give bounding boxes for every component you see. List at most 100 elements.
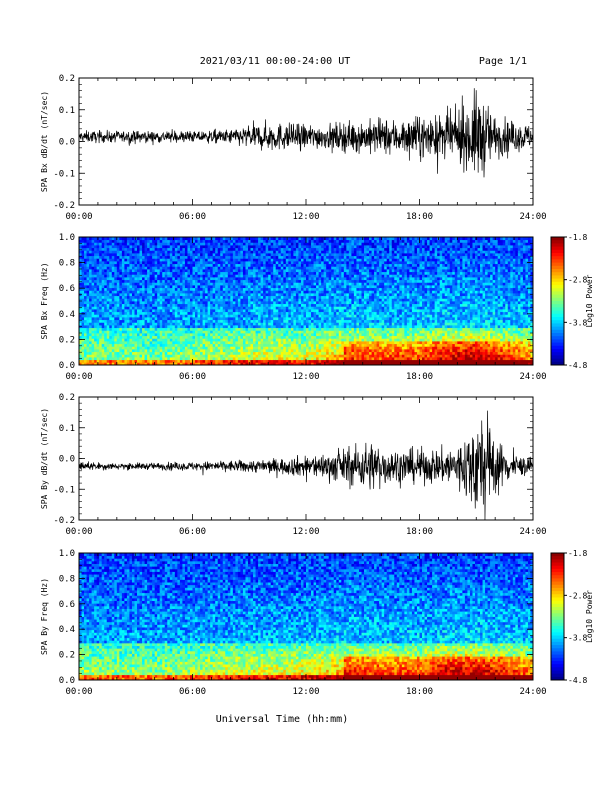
spectrogram-cell: [285, 253, 289, 257]
spectrogram-cell: [81, 303, 85, 307]
spectrogram-cell: [265, 282, 269, 286]
spectrogram-cell: [270, 255, 274, 259]
spectrogram-cell: [230, 338, 234, 342]
spectrogram-cell: [179, 306, 183, 310]
spectrogram-cell: [121, 271, 125, 275]
spectrogram-cell: [99, 271, 103, 275]
spectrogram-cell: [126, 309, 130, 313]
spectrogram-cell: [328, 319, 332, 323]
spectrogram-cell: [124, 349, 128, 353]
spectrogram-cell: [316, 287, 320, 291]
spectrogram-cell: [126, 335, 130, 339]
spectrogram-cell: [295, 341, 299, 345]
spectrogram-cell: [270, 250, 274, 254]
spectrogram-cell: [293, 349, 297, 353]
spectrogram-cell: [207, 333, 211, 337]
spectrogram-cell: [311, 242, 314, 246]
spectrogram-cell: [323, 335, 327, 339]
spectrogram-cell: [268, 359, 272, 363]
spectrogram-cell: [247, 325, 251, 329]
spectrogram-cell: [333, 357, 337, 361]
spectrogram-cell: [187, 258, 191, 262]
spectrogram-cell: [207, 311, 211, 315]
spectrogram-cell: [328, 263, 332, 267]
spectrogram-cell: [152, 282, 156, 286]
spectrogram-cell: [258, 354, 261, 358]
spectrogram-cell: [86, 306, 90, 310]
spectrogram-cell: [84, 245, 87, 249]
spectrogram-cell: [247, 309, 251, 313]
spectrogram-cell: [154, 245, 158, 249]
spectrogram-cell: [288, 293, 292, 297]
spectrogram-cell: [131, 282, 135, 286]
spectrogram-cell: [179, 333, 183, 337]
spectrogram-cell: [298, 341, 302, 345]
spectrogram-cell: [235, 237, 239, 241]
spectrogram-cell: [290, 319, 294, 323]
spectrogram-cell: [280, 351, 284, 355]
spectrogram-cell: [293, 287, 297, 291]
spectrogram-cell: [137, 327, 140, 331]
spectrogram-cell: [81, 269, 85, 273]
spectrogram-cell: [288, 354, 292, 358]
spectrogram-cell: [245, 317, 249, 321]
spectrogram-cell: [142, 274, 145, 278]
spectrogram-cell: [114, 362, 118, 366]
spectrogram-cell: [333, 319, 337, 323]
spectrogram-cell: [104, 309, 108, 313]
spectrogram-cell: [210, 338, 214, 342]
spectrogram-cell: [232, 237, 236, 241]
spectrogram-cell: [205, 333, 209, 337]
spectrogram-cell: [99, 290, 103, 294]
spectrogram-cell: [172, 314, 176, 318]
spectrogram-cell: [104, 325, 108, 329]
spectrogram-cell: [225, 269, 229, 273]
spectrogram-cell: [139, 309, 143, 313]
spectrogram-cell: [331, 295, 335, 299]
spectrogram-cell: [210, 239, 214, 243]
spectrogram-cell: [121, 306, 125, 310]
spectrogram-cell: [212, 271, 216, 275]
spectrogram-cell: [164, 242, 168, 246]
spectrogram-cell: [86, 357, 90, 361]
spectrogram-cell: [184, 335, 188, 339]
spectrogram-cell: [326, 269, 330, 273]
spectrogram-cell: [253, 330, 256, 334]
spectrogram-cell: [331, 354, 335, 358]
spectrogram-cell: [159, 330, 163, 334]
spectrogram-cell: [192, 245, 196, 249]
spectrogram-cell: [217, 301, 221, 305]
spectrogram-cell: [333, 317, 337, 321]
spectrogram-cell: [101, 237, 105, 241]
spectrogram-cell: [220, 359, 224, 363]
spectrogram-cell: [242, 343, 246, 347]
spectrogram-cell: [235, 354, 239, 358]
spectrogram-cell: [131, 266, 135, 270]
spectrogram-cell: [131, 253, 135, 257]
spectrogram-cell: [217, 335, 221, 339]
spectrogram-cell: [207, 295, 211, 299]
spectrogram-cell: [268, 357, 272, 361]
spectrogram-cell: [217, 247, 221, 251]
spectrogram-cell: [227, 338, 231, 342]
spectrogram-cell: [308, 269, 312, 273]
spectrogram-cell: [116, 343, 120, 347]
spectrogram-cell: [167, 266, 171, 270]
spectrogram-cell: [162, 351, 166, 355]
spectrogram-cell: [134, 261, 138, 265]
spectrogram-cell: [288, 269, 292, 273]
spectrogram-cell: [260, 362, 264, 366]
spectrogram-cell: [152, 341, 156, 345]
spectrogram-cell: [197, 293, 201, 297]
spectrogram-cell: [144, 314, 148, 318]
y-tick-label: 0.2: [59, 74, 75, 84]
spectrogram-cell: [79, 343, 82, 347]
spectrogram-cell: [129, 250, 133, 254]
spectrogram-cell: [326, 261, 330, 265]
spectrogram-cell: [255, 285, 259, 289]
spectrogram-cell: [114, 359, 118, 363]
spectrogram-cell: [306, 295, 309, 299]
spectrogram-cell: [101, 287, 105, 291]
spectrogram-cell: [273, 258, 277, 262]
spectrogram-cell: [273, 295, 277, 299]
